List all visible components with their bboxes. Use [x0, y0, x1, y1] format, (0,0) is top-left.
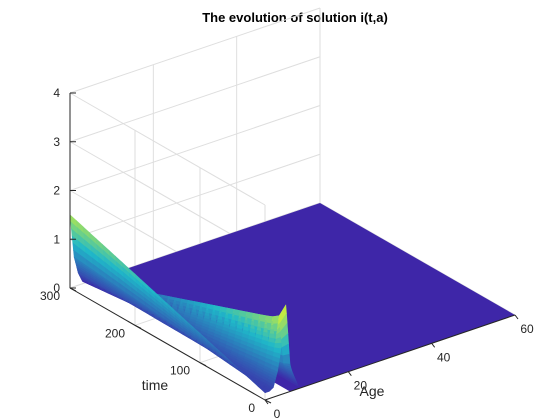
z-tick-label: 1	[53, 232, 60, 246]
y-tick-mark	[134, 324, 142, 329]
grid-line-z	[69, 153, 321, 240]
y-tick-label: 0	[248, 401, 255, 415]
y-tick-label: 200	[105, 326, 125, 340]
x-axis-line	[264, 314, 516, 401]
x-tick-label: 60	[520, 322, 534, 336]
chart-title: The evolution of solution i(t,a)	[202, 10, 388, 25]
y-tick-mark	[264, 399, 272, 404]
grid-line-z	[69, 92, 266, 206]
z-tick-label: 3	[53, 135, 60, 149]
y-axis-line	[69, 287, 266, 401]
grid-line-z	[69, 7, 321, 94]
y-tick-label: 100	[170, 364, 190, 378]
z-tick-label: 2	[53, 184, 60, 198]
grid-line-z	[69, 105, 321, 191]
y-tick-mark	[199, 362, 207, 367]
surface-patch	[282, 353, 291, 365]
x-tick-label: 0	[274, 407, 281, 420]
x-tick-mark	[347, 371, 352, 376]
surface-patch	[290, 380, 299, 387]
x-tick-label: 40	[437, 350, 451, 364]
y-axis-label: time	[142, 377, 169, 393]
grid-line-z	[69, 56, 321, 143]
z-tick-label: 0	[53, 281, 60, 295]
y-tick-label: 300	[40, 289, 60, 303]
surface-floor	[95, 203, 515, 392]
surface-layer	[69, 203, 515, 394]
x-axis-label: Age	[360, 383, 385, 399]
x-tick-mark	[431, 343, 436, 348]
surface-patch	[274, 342, 283, 349]
x-tick-mark	[514, 314, 519, 320]
x-tick-label: 20	[354, 379, 368, 393]
z-tick-label: 4	[53, 86, 60, 100]
